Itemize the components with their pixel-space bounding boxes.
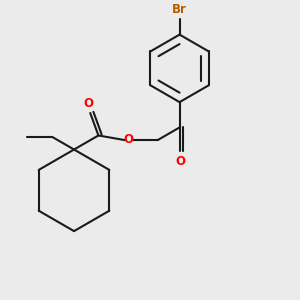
Text: Br: Br bbox=[172, 3, 187, 16]
Text: O: O bbox=[175, 155, 185, 168]
Text: O: O bbox=[84, 97, 94, 110]
Text: O: O bbox=[123, 133, 134, 146]
